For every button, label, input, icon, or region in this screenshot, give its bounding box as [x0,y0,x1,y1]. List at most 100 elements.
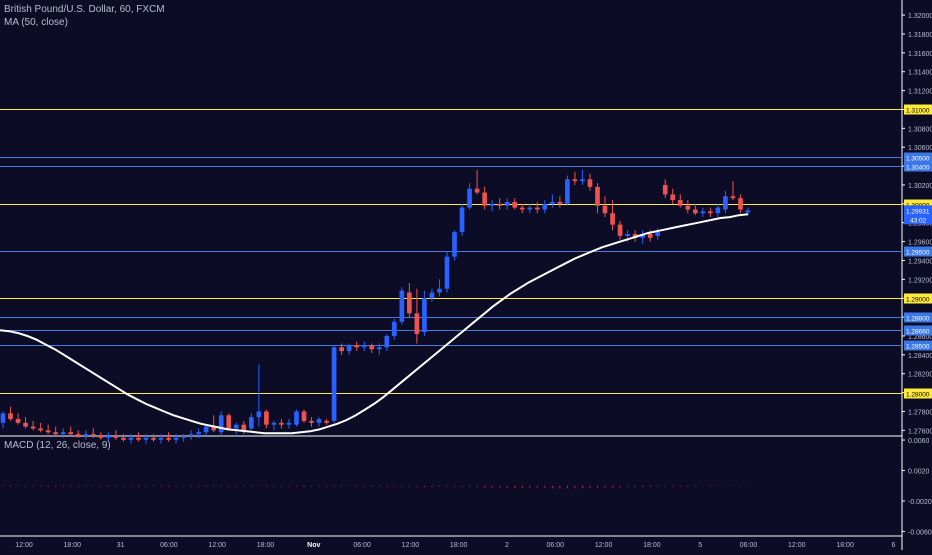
candle-body [610,213,615,225]
time-tick-label: 18:00 [643,542,661,549]
level-price-tag-label: 1.28500 [906,344,930,351]
candle-body [346,345,352,352]
candle-body [203,426,209,433]
price-tick-label: 1.30600 [908,145,932,152]
candle-body [557,201,563,204]
candle-body [685,205,691,210]
candle-body [23,422,28,427]
candle-body [662,184,668,195]
price-tick-label: 1.29600 [908,240,932,247]
time-tick-label: 12:00 [595,542,613,549]
candle-body [670,194,676,201]
candle-body [384,335,390,348]
symbol-title: British Pound/U.S. Dollar, 60, FXCM [4,4,165,15]
candle-body [158,437,164,440]
candle-body [474,188,480,193]
candle-body [542,203,548,210]
candle-body [339,347,344,352]
candle-body [708,211,713,214]
candle-body [196,432,201,435]
time-tick-label: 12:00 [402,542,420,549]
candle-body [8,413,13,420]
candle-body [429,292,435,299]
candle-body [376,347,382,350]
level-price-tag [904,325,932,336]
level-price-tag [904,152,932,163]
candle-body [617,224,623,236]
candle-body [90,434,96,436]
candle-body [534,207,540,210]
candle-body [211,426,217,431]
candle-body [369,345,375,350]
level-price-tag-label: 1.28000 [906,392,930,399]
time-tick-label: 06:00 [160,542,178,549]
candle-body [128,437,134,440]
candle-body [677,200,683,206]
macd-tick-label: 0.0020 [908,469,930,476]
time-tick-label: 06:00 [740,542,758,549]
candle-body [625,234,630,236]
level-price-tag [904,312,932,323]
level-price-tag [904,104,932,115]
candle-body [399,290,405,322]
candle-body [53,432,59,435]
candle-body [730,196,736,199]
candle-body [459,207,465,233]
candle-body [361,345,367,348]
candle-body [437,288,442,293]
candle-body [519,207,525,210]
time-tick-label: 18:00 [450,542,468,549]
candle-body [173,437,179,440]
candle-body [602,205,608,214]
macd-tick-label: 0.0060 [908,438,930,445]
candle-body [391,321,397,336]
candle-body [106,436,111,438]
level-price-tag-label: 1.29000 [906,297,930,304]
macd-tick-label: -0.0020 [908,499,932,506]
candle-body [218,415,224,433]
candle-body [0,413,6,423]
candle-body [75,434,81,436]
candle-body [113,436,119,438]
time-tick-label: 18:00 [64,542,82,549]
time-tick-label: 06:00 [353,542,371,549]
candle-body [422,298,427,333]
candle-body [595,186,600,206]
candle-body [723,196,728,210]
candle-body [301,411,307,421]
candle-body [226,415,232,429]
level-price-tag-label: 1.31000 [906,108,930,115]
price-tick-label: 1.31600 [908,51,932,58]
level-price-tag-label: 1.30400 [906,165,930,172]
ma-indicator-label: MA (50, close) [4,17,68,28]
level-price-tag-label: 1.29500 [906,250,930,257]
candle-body [497,203,502,206]
candle-body [692,209,698,214]
candle-body [324,420,329,423]
candle-body [745,210,751,213]
candle-body [331,347,337,421]
level-price-tag [904,199,932,210]
level-price-tag [904,293,932,304]
candle-body [527,207,533,210]
candle-body [45,430,51,433]
price-tick-label: 1.32000 [908,13,932,20]
price-tick-label: 1.28400 [908,353,932,360]
candle-body [121,437,126,440]
last-price-value: 1.29931 [906,208,930,215]
candle-body [647,234,653,238]
candle-body [68,432,74,435]
moving-average-line [0,213,749,435]
candle-body [572,179,578,182]
candle-body [294,411,299,425]
last-price-tag [904,205,932,225]
candle-body [580,179,585,182]
level-price-tag [904,340,932,351]
candle-body [587,179,593,187]
candle-body [166,437,171,440]
candle-body [83,434,89,436]
candle-body [407,292,412,314]
time-tick-label: 12:00 [15,542,33,549]
